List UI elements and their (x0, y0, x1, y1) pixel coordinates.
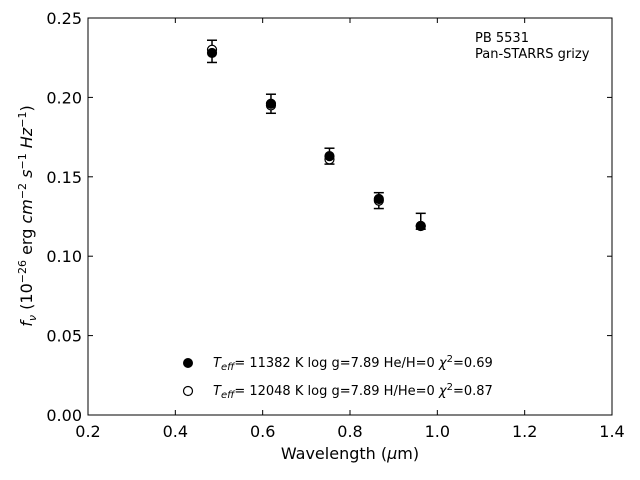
y-tick-label: 0.25 (46, 9, 82, 28)
x-axis-ticks: 0.2 0.4 0.6 0.8 1.0 1.2 1.4 (75, 18, 625, 441)
legend: Teff= 11382 K log g=7.89 He/H=0 χ2=0.69 … (182, 354, 493, 401)
x-tick-label: 0.6 (250, 422, 275, 441)
x-tick-label: 1.0 (425, 422, 450, 441)
legend-marker-open (182, 385, 194, 397)
x-tick-label: 0.4 (163, 422, 188, 441)
point-filled (415, 220, 426, 232)
legend-marker-filled (183, 358, 193, 368)
y-tick-label: 0.20 (46, 88, 82, 107)
point-filled (265, 98, 277, 109)
point-filled (206, 47, 218, 59)
legend-entry-1: Teff= 11382 K log g=7.89 He/H=0 χ2=0.69 (213, 354, 493, 373)
y-tick-label: 0.05 (46, 327, 82, 346)
x-tick-label: 1.4 (599, 422, 624, 441)
x-axis-label: Wavelength (μm) (281, 444, 419, 463)
y-tick-label: 0.00 (46, 406, 82, 425)
x-tick-label: 0.8 (337, 422, 362, 441)
legend-entry-2: Teff= 12048 K log g=7.89 H/He=0 χ2=0.87 (213, 382, 493, 401)
y-axis-ticks: 0.00 0.05 0.10 0.15 0.20 0.25 (46, 9, 612, 425)
point-filled (373, 193, 384, 205)
x-tick-label: 0.2 (75, 422, 100, 441)
annotation-line-1: PB 5531 (475, 31, 529, 46)
y-tick-label: 0.10 (46, 247, 82, 266)
point-filled (324, 151, 335, 162)
data-points (206, 44, 426, 232)
plot-area (87, 17, 613, 416)
annotation-line-2: Pan-STARRS grizy (475, 47, 590, 62)
x-tick-label: 1.2 (512, 422, 537, 441)
y-axis-label: fν (10−26 erg cm−2 s−1 Hz−1) (16, 105, 39, 326)
y-tick-label: 0.15 (46, 168, 82, 187)
